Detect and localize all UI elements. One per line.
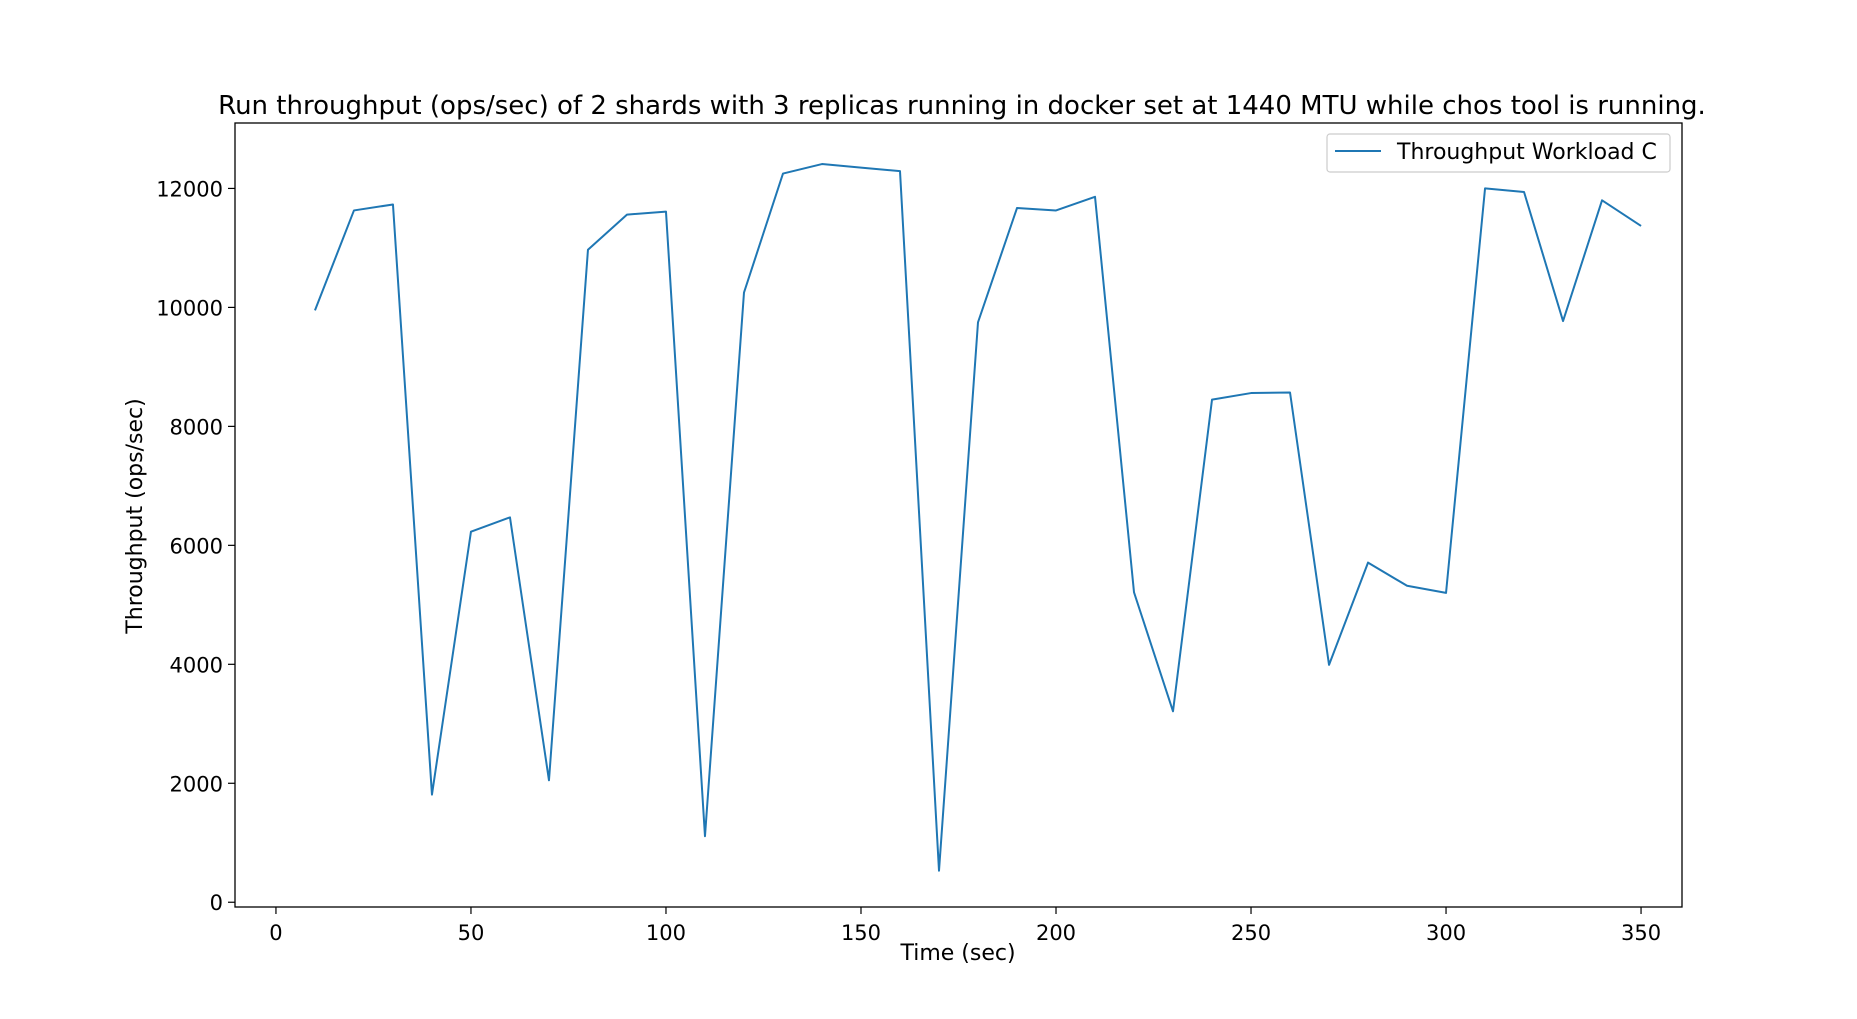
- y-tick-label: 10000: [156, 296, 223, 320]
- y-tick-label: 8000: [170, 415, 223, 439]
- x-tick-label: 150: [841, 921, 881, 945]
- x-tick-label: 300: [1426, 921, 1466, 945]
- y-tick-label: 0: [210, 891, 223, 915]
- x-tick-label: 200: [1036, 921, 1076, 945]
- y-tick-label: 6000: [170, 534, 223, 558]
- legend-box: [1326, 133, 1671, 173]
- y-axis-label: Throughput (ops/sec): [123, 398, 148, 634]
- series-line: [314, 163, 1642, 872]
- x-tick-label: 250: [1231, 921, 1271, 945]
- y-tick-label: 12000: [156, 177, 223, 201]
- y-axis-ticks: 0 2000 4000 6000 8000 10000 12000: [156, 177, 235, 915]
- chart-title: Run throughput (ops/sec) of 2 shards wit…: [218, 91, 1706, 121]
- y-tick-label: 4000: [170, 653, 223, 677]
- x-tick-label: 0: [269, 921, 282, 945]
- plot-area-frame: [234, 122, 1683, 908]
- plot-marks: [314, 163, 1642, 872]
- x-axis-ticks: 0 50 100 150 200 250 300 350: [269, 907, 1661, 945]
- y-tick-label: 2000: [170, 772, 223, 796]
- x-tick-label: 50: [458, 921, 485, 945]
- x-axis-label: Time (sec): [899, 941, 1015, 966]
- x-tick-label: 100: [646, 921, 686, 945]
- x-tick-label: 350: [1621, 921, 1661, 945]
- legend: Throughput Workload C: [1326, 133, 1671, 173]
- legend-label: Throughput Workload C: [1396, 140, 1657, 165]
